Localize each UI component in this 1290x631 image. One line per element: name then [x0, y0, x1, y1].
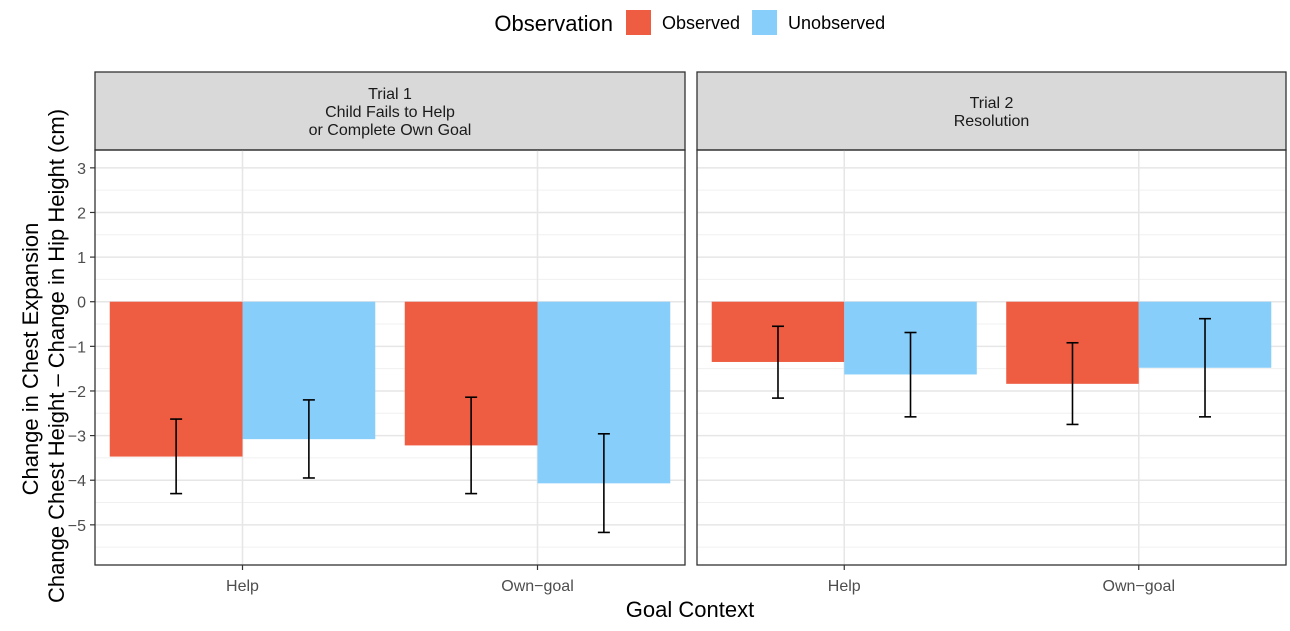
- y-tick-label: −2: [68, 384, 86, 401]
- error-bar-observed-own-goal: [465, 396, 478, 495]
- panel-title-line: Child Fails to Help: [325, 104, 455, 121]
- y-axis-label-line-1: Change in Chest Expansion: [18, 223, 43, 496]
- y-tick-label: 0: [77, 295, 86, 312]
- y-tick-label: −3: [68, 429, 86, 446]
- error-bar-unobserved-help: [302, 399, 315, 479]
- legend-swatch-observed: [626, 10, 651, 35]
- error-bar-unobserved-own-goal: [597, 433, 610, 534]
- error-bar-observed-help: [170, 418, 183, 495]
- x-tick-label: Own−goal: [501, 578, 574, 595]
- panel-border: [696, 149, 1287, 566]
- x-tick-label: Help: [226, 578, 259, 595]
- y-axis: 3 2 1 0 −1 −2 −3 −4 −5: [68, 161, 95, 535]
- y-tick-label: −1: [68, 339, 86, 356]
- panel-title-line: Resolution: [954, 113, 1030, 130]
- y-axis-label: Change in Chest Expansion Change Chest H…: [18, 109, 69, 603]
- y-tick-label: 2: [77, 205, 86, 222]
- y-tick-label: −4: [68, 473, 86, 490]
- legend: Observation Observed Unobserved: [494, 10, 885, 36]
- y-axis-label-line-2: Change Chest Height – Change in Hip Heig…: [44, 109, 69, 603]
- y-tick-label: −5: [68, 518, 86, 535]
- panel-title-line: Trial 2: [970, 95, 1014, 112]
- legend-swatch-unobserved: [752, 10, 778, 35]
- y-tick-label: 3: [77, 161, 86, 178]
- error-bar-observed-help: [771, 325, 784, 399]
- panel-strip: [94, 71, 686, 151]
- legend-label-unobserved: Unobserved: [788, 13, 885, 33]
- legend-label-observed: Observed: [662, 13, 740, 33]
- panel-strip: [696, 71, 1287, 151]
- error-bar-observed-own-goal: [1066, 341, 1079, 426]
- error-bar-unobserved-own-goal: [1199, 317, 1212, 418]
- panel-title-line: Trial 1: [368, 86, 412, 103]
- panel-border: [94, 149, 686, 566]
- x-axis-label: Goal Context: [626, 597, 754, 622]
- y-tick-label: 1: [77, 250, 86, 267]
- legend-title: Observation: [494, 11, 613, 36]
- panel-title-line: or Complete Own Goal: [309, 122, 472, 139]
- x-tick-label: Help: [828, 578, 861, 595]
- error-bar-unobserved-help: [904, 331, 917, 418]
- x-tick-label: Own−goal: [1103, 578, 1176, 595]
